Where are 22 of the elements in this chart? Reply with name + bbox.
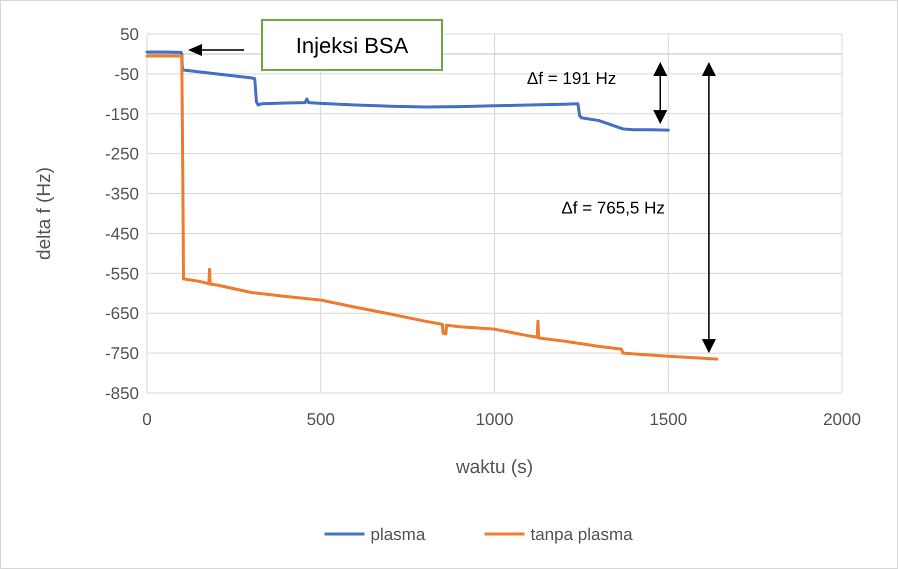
x-tick-label: 0 (142, 410, 152, 429)
y-tick-label: -650 (104, 304, 139, 324)
annotation: Injeksi BSA (296, 32, 409, 58)
legend-label: tanpa plasma (530, 525, 634, 544)
y-tick-label: -250 (104, 144, 139, 164)
y-axis-title: delta f (Hz) (34, 167, 55, 260)
y-tick-label: -750 (104, 344, 139, 364)
y-tick-label: -50 (114, 64, 139, 84)
x-tick-label: 2000 (823, 410, 861, 429)
x-tick-label: 500 (306, 410, 335, 429)
y-tick-label: -350 (104, 184, 139, 204)
y-tick-label: -550 (104, 264, 139, 284)
annotation: Δf = 765,5 Hz (561, 198, 665, 218)
annotation: Δf = 191 Hz (526, 68, 616, 88)
x-tick-label: 1000 (476, 410, 514, 429)
x-tick-label: 1500 (649, 410, 688, 429)
y-tick-label: -450 (104, 224, 139, 244)
y-tick-label: 50 (120, 25, 139, 44)
x-axis-title: waktu (s) (454, 457, 534, 478)
legend-label: plasma (370, 525, 426, 544)
y-tick-label: -150 (104, 104, 139, 124)
y-tick-label: -850 (104, 384, 139, 403)
